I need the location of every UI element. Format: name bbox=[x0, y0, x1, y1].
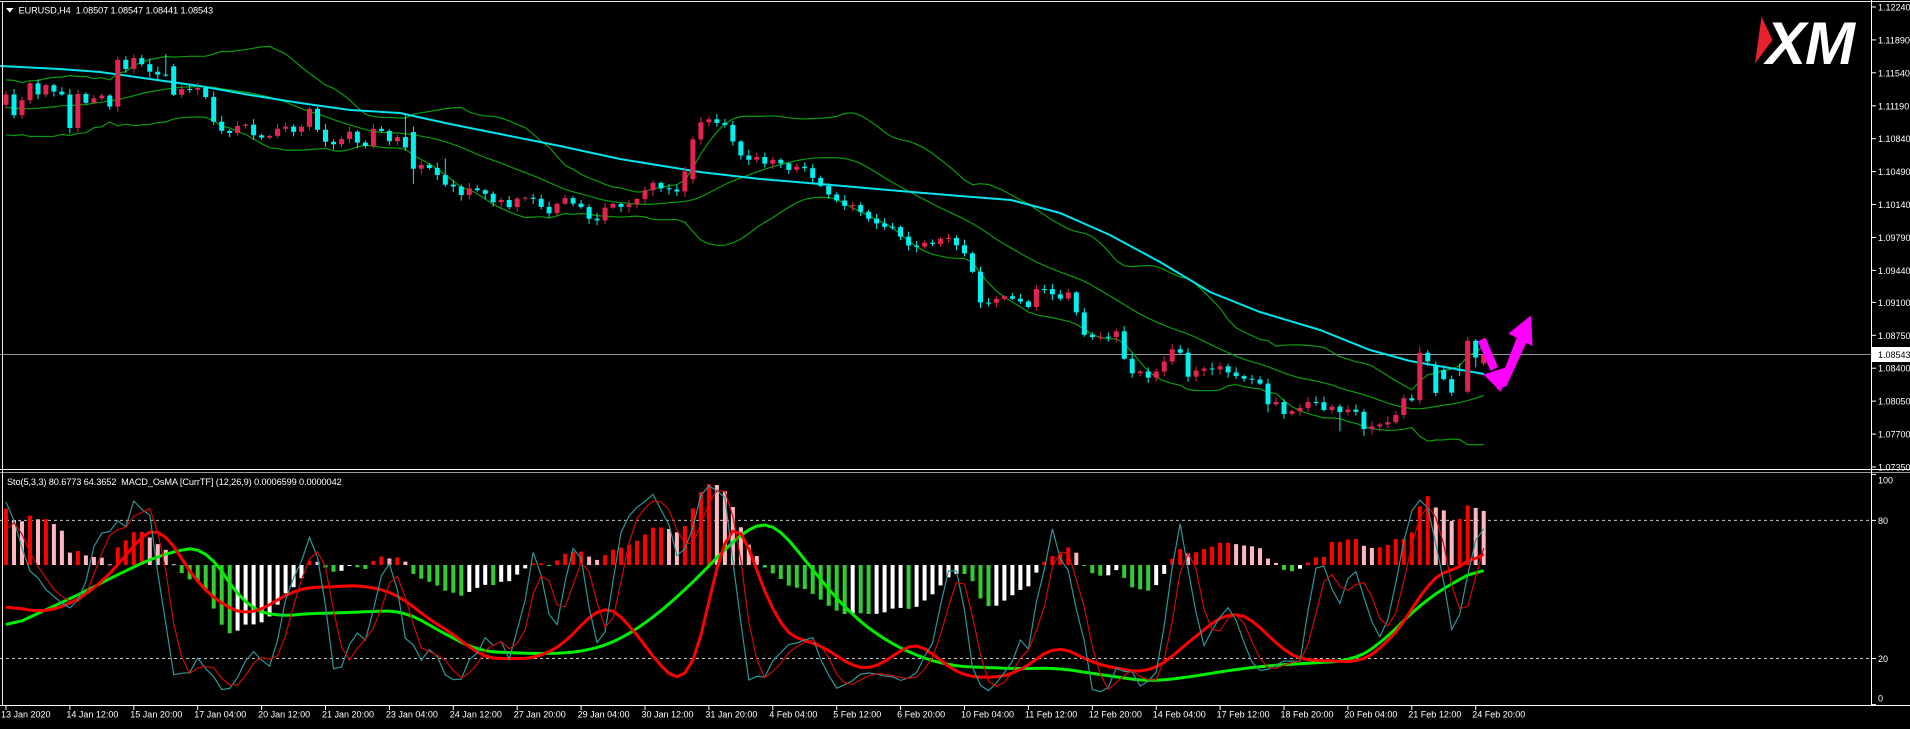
svg-text:30 Jan 12:00: 30 Jan 12:00 bbox=[642, 710, 694, 720]
svg-text:29 Jan 04:00: 29 Jan 04:00 bbox=[578, 710, 630, 720]
svg-text:11 Feb 12:00: 11 Feb 12:00 bbox=[1025, 710, 1077, 720]
svg-text:1.07350: 1.07350 bbox=[1878, 463, 1910, 473]
svg-text:100: 100 bbox=[1878, 476, 1893, 486]
svg-text:Sto(5,3,3) 80.6773 64.3652 MA: Sto(5,3,3) 80.6773 64.3652 MACD_OsMA [Cu… bbox=[7, 477, 342, 487]
svg-text:21 Jan 20:00: 21 Jan 20:00 bbox=[322, 710, 374, 720]
svg-text:27 Jan 20:00: 27 Jan 20:00 bbox=[514, 710, 566, 720]
svg-text:1.11190: 1.11190 bbox=[1878, 101, 1909, 111]
svg-text:5 Feb 12:00: 5 Feb 12:00 bbox=[833, 710, 881, 720]
svg-text:XM: XM bbox=[1763, 10, 1857, 77]
svg-text:14 Feb 04:00: 14 Feb 04:00 bbox=[1153, 710, 1206, 720]
svg-text:13 Jan 2020: 13 Jan 2020 bbox=[1, 710, 51, 720]
svg-text:0: 0 bbox=[1878, 694, 1883, 704]
svg-text:1.10140: 1.10140 bbox=[1878, 200, 1910, 210]
svg-text:15 Jan 20:00: 15 Jan 20:00 bbox=[130, 710, 182, 720]
svg-text:EURUSD,H4 1.08507 1.08547 1.0: EURUSD,H4 1.08507 1.08547 1.08441 1.0854… bbox=[19, 6, 214, 16]
svg-text:23 Jan 04:00: 23 Jan 04:00 bbox=[386, 710, 438, 720]
svg-text:31 Jan 20:00: 31 Jan 20:00 bbox=[705, 710, 757, 720]
svg-text:1.11540: 1.11540 bbox=[1878, 68, 1910, 78]
svg-text:17 Jan 04:00: 17 Jan 04:00 bbox=[194, 710, 246, 720]
svg-text:6 Feb 20:00: 6 Feb 20:00 bbox=[897, 710, 945, 720]
svg-text:14 Jan 12:00: 14 Jan 12:00 bbox=[66, 710, 118, 720]
svg-text:20 Jan 12:00: 20 Jan 12:00 bbox=[258, 710, 310, 720]
svg-text:1.08400: 1.08400 bbox=[1878, 364, 1910, 374]
svg-text:18 Feb 20:00: 18 Feb 20:00 bbox=[1281, 710, 1334, 720]
svg-text:1.10490: 1.10490 bbox=[1878, 167, 1910, 177]
svg-text:12 Feb 20:00: 12 Feb 20:00 bbox=[1089, 710, 1142, 720]
svg-text:1.08750: 1.08750 bbox=[1878, 331, 1910, 341]
svg-text:1.10840: 1.10840 bbox=[1878, 134, 1910, 144]
svg-text:1.08543: 1.08543 bbox=[1878, 350, 1910, 360]
svg-text:1.12240: 1.12240 bbox=[1878, 3, 1910, 13]
svg-text:4 Feb 04:00: 4 Feb 04:00 bbox=[769, 710, 817, 720]
svg-text:1.11890: 1.11890 bbox=[1878, 35, 1910, 45]
svg-text:21 Feb 12:00: 21 Feb 12:00 bbox=[1408, 710, 1461, 720]
svg-text:20 Feb 04:00: 20 Feb 04:00 bbox=[1344, 710, 1397, 720]
svg-text:24 Jan 12:00: 24 Jan 12:00 bbox=[450, 710, 502, 720]
svg-text:1.08050: 1.08050 bbox=[1878, 397, 1910, 407]
svg-text:1.09790: 1.09790 bbox=[1878, 233, 1910, 243]
svg-text:1.09440: 1.09440 bbox=[1878, 266, 1910, 276]
svg-text:24 Feb 20:00: 24 Feb 20:00 bbox=[1472, 710, 1525, 720]
svg-text:10 Feb 04:00: 10 Feb 04:00 bbox=[961, 710, 1014, 720]
svg-text:1.09100: 1.09100 bbox=[1878, 298, 1910, 308]
svg-text:1.07700: 1.07700 bbox=[1878, 430, 1910, 440]
svg-text:80: 80 bbox=[1878, 516, 1888, 526]
svg-text:20: 20 bbox=[1878, 654, 1888, 664]
svg-text:17 Feb 12:00: 17 Feb 12:00 bbox=[1217, 710, 1270, 720]
